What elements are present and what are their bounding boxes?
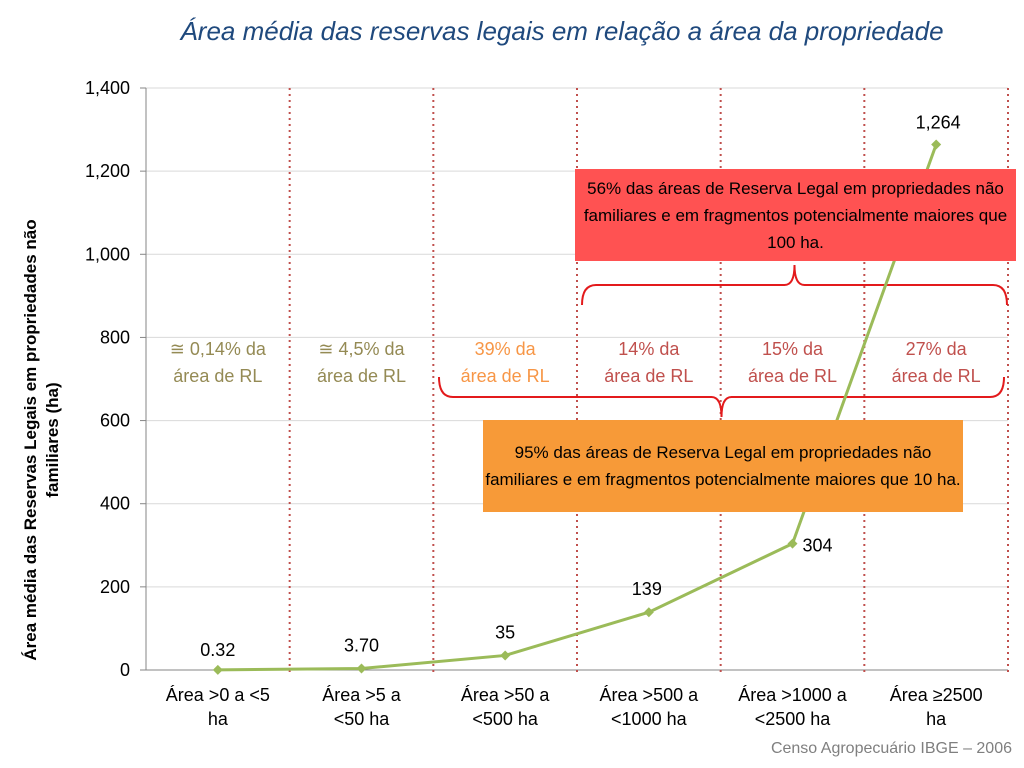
brace-lower [438, 376, 1005, 418]
band-percent-label: área de RL [748, 366, 837, 386]
x-category-label: <50 ha [334, 709, 391, 729]
data-point [787, 538, 798, 549]
data-point [643, 607, 654, 618]
y-tick-label: 1,400 [85, 78, 130, 98]
y-tick-label: 400 [100, 494, 130, 514]
band-percent-label: área de RL [604, 366, 693, 386]
data-label: 0.32 [200, 640, 235, 660]
x-category-label: Área >500 a [600, 685, 700, 705]
x-category-label: Área >50 a [461, 685, 551, 705]
source-note: Censo Agropecuário IBGE – 2006 [770, 740, 1012, 757]
y-tick-label: 0 [120, 660, 130, 680]
data-point [212, 664, 223, 675]
y-tick-label: 800 [100, 327, 130, 347]
x-category-label: ha [208, 709, 229, 729]
data-point [500, 650, 511, 661]
x-category-label: <1000 ha [611, 709, 688, 729]
data-label: 3.70 [344, 635, 379, 655]
x-category-label: <500 ha [472, 709, 539, 729]
y-axis-title: familiares (ha) [43, 382, 62, 497]
data-point [356, 663, 367, 674]
x-category-label: Área >1000 a [738, 685, 848, 705]
y-axis-title: Área média das Reservas Legais em propri… [21, 219, 40, 660]
band-percent-label: 27% da [906, 339, 968, 359]
y-tick-label: 600 [100, 411, 130, 431]
data-label: 139 [632, 579, 662, 599]
band-percent-label: ≅ 4,5% da [318, 339, 405, 359]
data-point [931, 139, 942, 150]
band-percent-label: 14% da [618, 339, 680, 359]
chart-title: Área média das reservas legais em relaçã… [180, 16, 944, 46]
data-label: 304 [802, 536, 832, 556]
band-percent-label: 15% da [762, 339, 824, 359]
band-percent-label: 39% da [475, 339, 537, 359]
band-percent-label: área de RL [317, 366, 406, 386]
brace-upper [581, 264, 1008, 306]
x-category-label: ha [926, 709, 947, 729]
y-tick-label: 1,000 [85, 244, 130, 264]
x-category-label: Área >5 a [322, 685, 402, 705]
band-percent-label: área de RL [173, 366, 262, 386]
data-label: 35 [495, 622, 515, 642]
band-percent-label: área de RL [461, 366, 550, 386]
x-category-label: Área >0 a <5 [166, 685, 270, 705]
y-tick-label: 200 [100, 577, 130, 597]
data-label: 1,264 [916, 113, 961, 133]
band-percent-label: ≅ 0,14% da [170, 339, 267, 359]
band-percent-label: área de RL [892, 366, 981, 386]
y-tick-label: 1,200 [85, 161, 130, 181]
x-category-label: Área ≥2500 [890, 685, 983, 705]
annotation-orange-box: 95% das áreas de Reserva Legal em propri… [483, 420, 963, 512]
annotation-red-box: 56% das áreas de Reserva Legal em propri… [575, 169, 1016, 261]
x-category-label: <2500 ha [755, 709, 832, 729]
